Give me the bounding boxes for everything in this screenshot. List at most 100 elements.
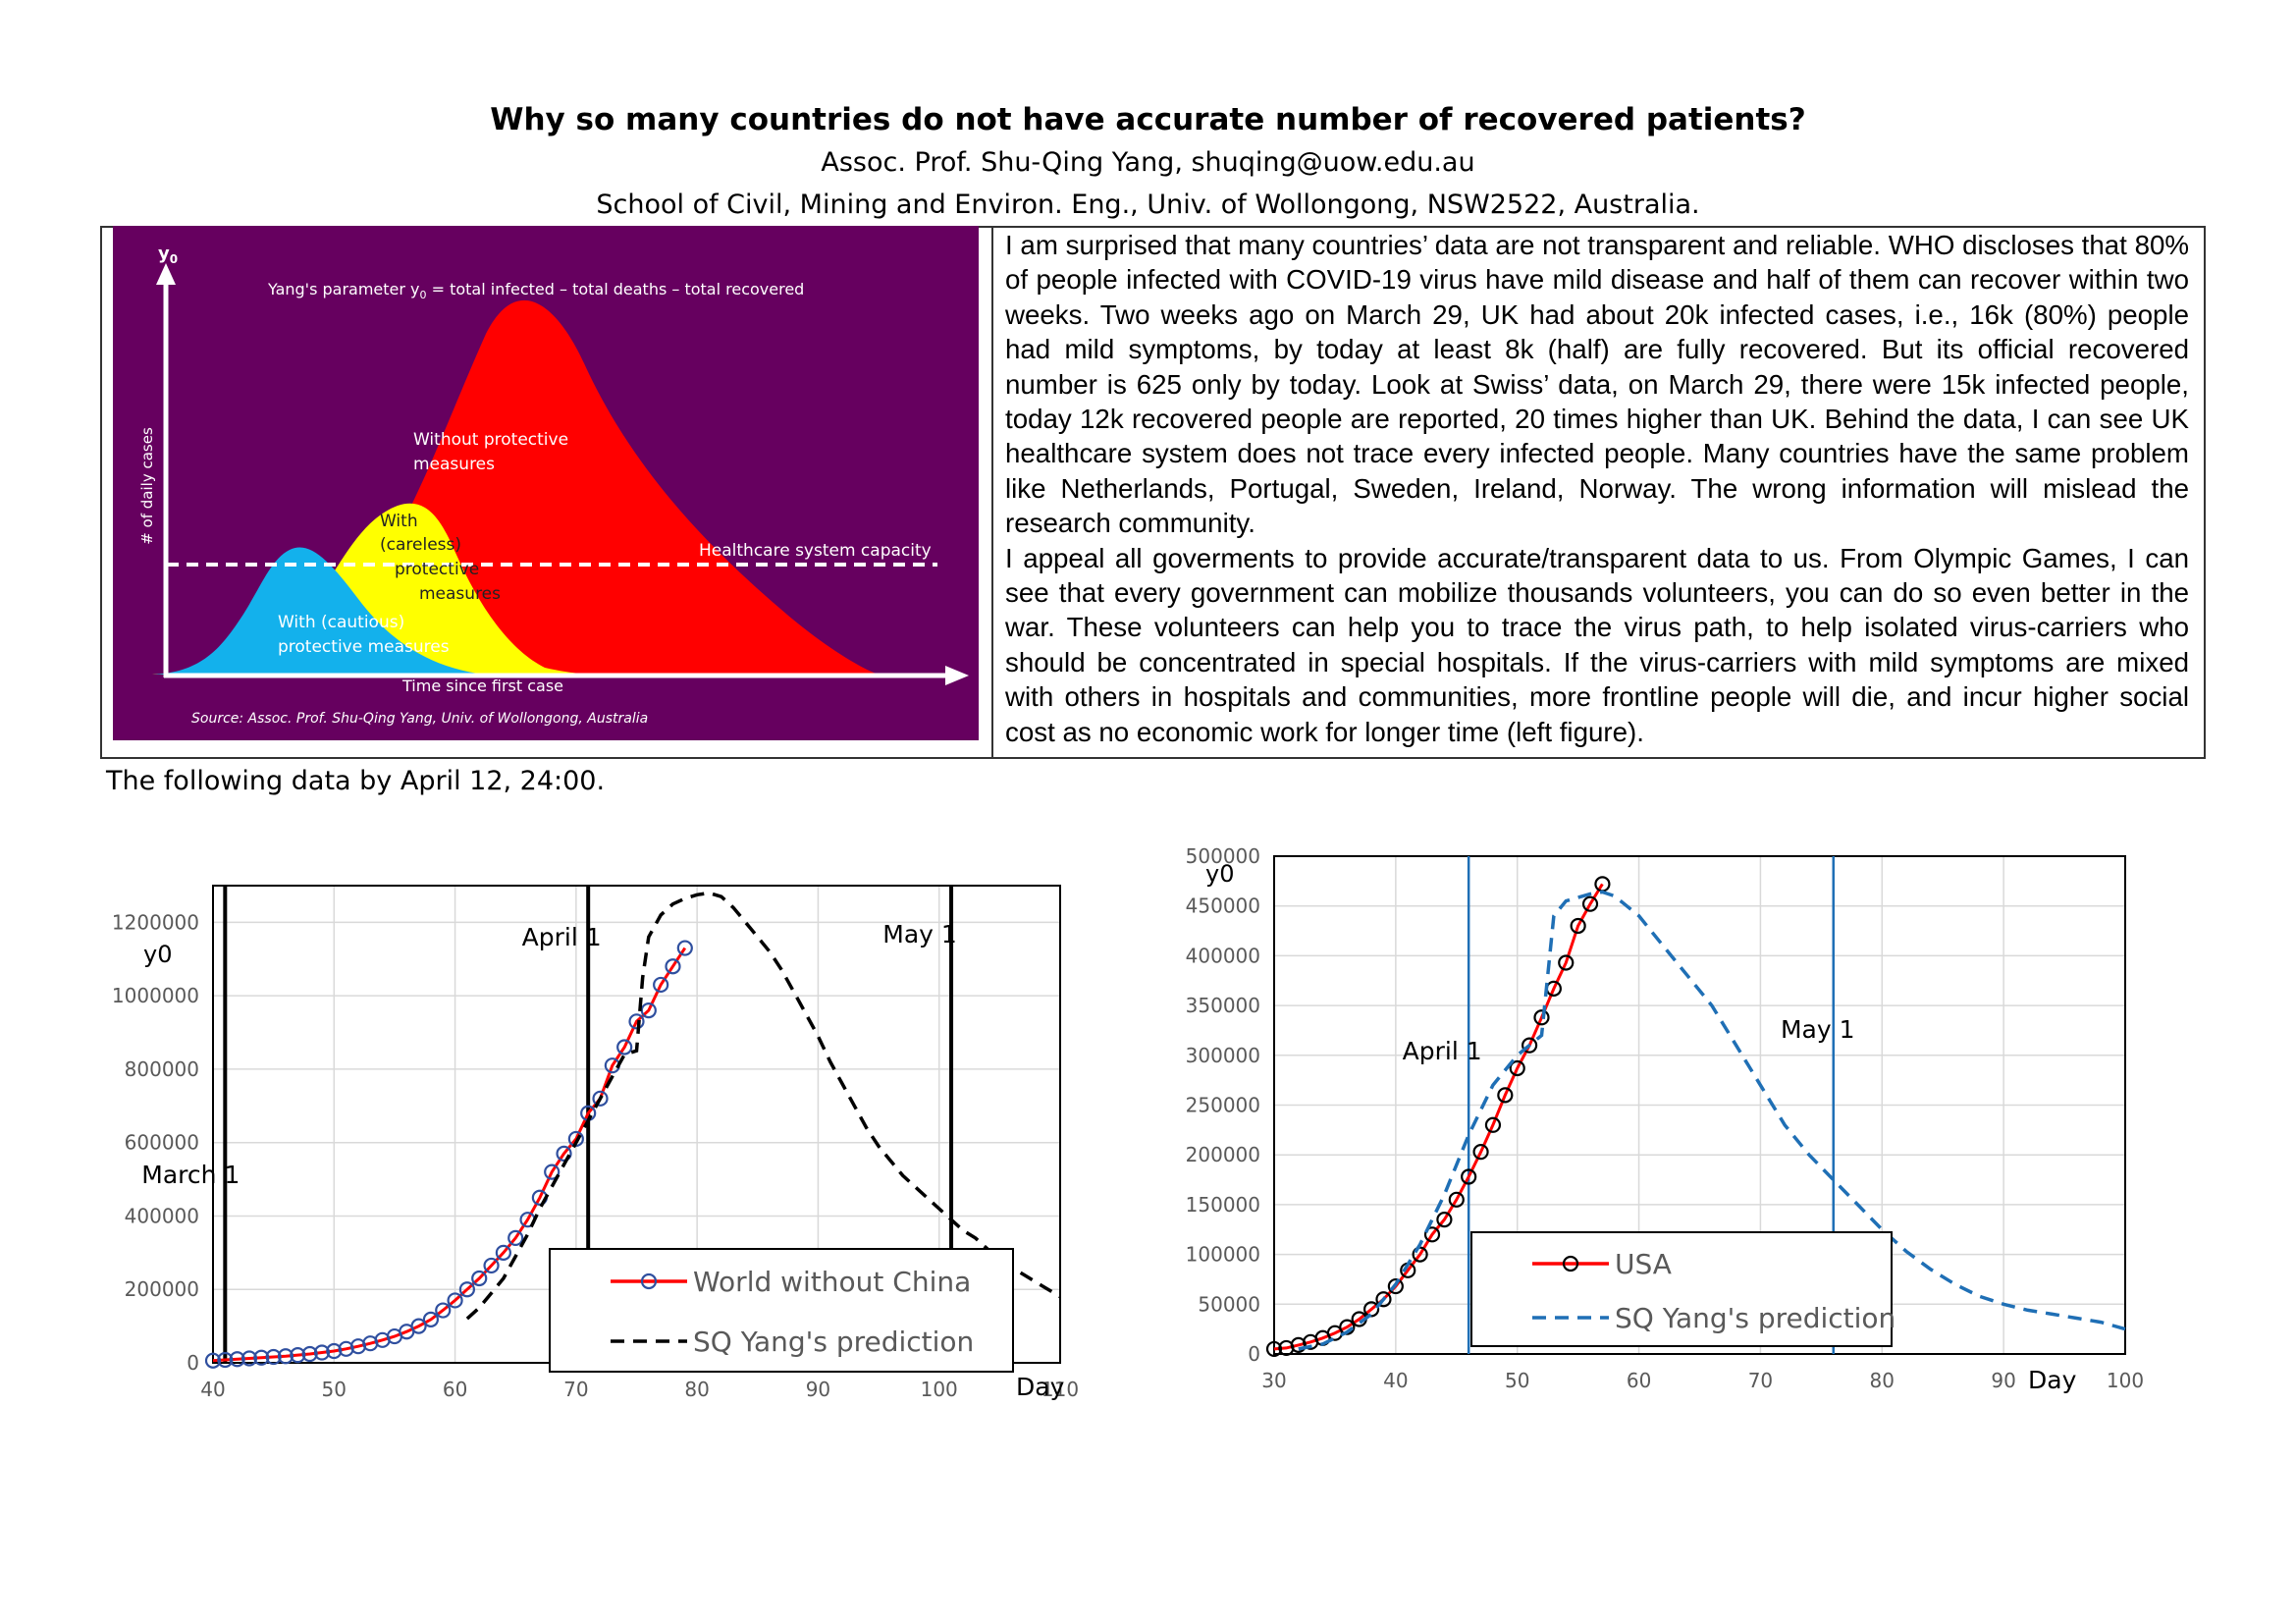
- x-tick-label: 110: [1041, 1378, 1079, 1401]
- data-point: [544, 1164, 561, 1180]
- legend-box: [549, 1248, 1014, 1373]
- y-axis-label: y0: [143, 941, 172, 968]
- body-paragraph-1: I am surprised that many countries’ data…: [1005, 230, 2189, 539]
- data-point: [240, 1350, 258, 1367]
- careless-measures-area: [152, 503, 604, 675]
- page-title: Why so many countries do not have accura…: [490, 102, 1806, 137]
- y-axis-arrow-icon: [156, 263, 176, 285]
- y-tick-label: 0: [1248, 1342, 1260, 1366]
- body-paragraph-2: I appeal all goverments to provide accur…: [1005, 542, 2189, 747]
- data-point: [458, 1281, 475, 1298]
- legend-label: USA: [1615, 1248, 1672, 1280]
- date-line-label: May 1: [882, 920, 957, 948]
- x-tick-label: 70: [1748, 1369, 1773, 1392]
- data-point: [326, 1342, 343, 1360]
- legend-label: SQ Yang's prediction: [693, 1326, 974, 1358]
- data-point: [1265, 1340, 1283, 1358]
- data-point: [592, 1090, 609, 1107]
- y-tick-label: 400000: [1186, 944, 1260, 967]
- without-label-2: measures: [413, 455, 495, 474]
- world-chart: 40 50 60 70 80 90 100 110 0 200000 400000 600000 800…: [112, 885, 1079, 1401]
- plot-frame: [1273, 855, 2126, 1355]
- data-point: [229, 1351, 245, 1368]
- data-point: [616, 1039, 633, 1056]
- x-tick-label: 60: [443, 1378, 467, 1401]
- y-tick-label: 200000: [125, 1277, 199, 1301]
- y-axis-label: y0: [1205, 860, 1234, 888]
- body-text: I am surprised that many countries’ data…: [1005, 228, 2189, 749]
- careless-label-1: With: [380, 512, 418, 531]
- data-point: [1448, 1191, 1465, 1208]
- x-tick-label: 80: [684, 1378, 709, 1401]
- y-tick-label: 0: [187, 1351, 199, 1375]
- data-point: [217, 1351, 234, 1369]
- usa-chart: 30 40 50 60 70 80 90 100 0 50000 100000 150000 20000…: [1186, 844, 2144, 1394]
- data-point: [1522, 1037, 1538, 1054]
- data-point: [665, 958, 681, 975]
- data-point: [410, 1318, 427, 1334]
- y-tick-label: 450000: [1186, 894, 1260, 918]
- without-label-1: Without protective: [413, 430, 568, 450]
- date-line-label: April 1: [1403, 1037, 1482, 1065]
- legend-label: World without China: [693, 1266, 971, 1298]
- data-point: [422, 1311, 440, 1327]
- data-point: [301, 1345, 318, 1363]
- data-point: [204, 1352, 222, 1369]
- data-point: [628, 1013, 645, 1030]
- x-tick-label: 30: [1261, 1369, 1286, 1392]
- careless-label-2: (careless): [380, 535, 461, 555]
- y-tick-label: 350000: [1186, 994, 1260, 1017]
- y-tick-label: 100000: [1186, 1243, 1260, 1267]
- data-point: [495, 1244, 511, 1261]
- prediction-line: [465, 891, 1061, 1321]
- without-measures-area: [152, 299, 879, 675]
- x-tick-label: 40: [200, 1378, 225, 1401]
- legend-box: [1470, 1231, 1893, 1347]
- y-tick-label: 300000: [1186, 1044, 1260, 1067]
- content-divider: [991, 226, 993, 759]
- y-tick-label: 800000: [125, 1057, 199, 1081]
- prediction-line: [1298, 890, 2126, 1351]
- date-line-label: May 1: [1781, 1015, 1855, 1044]
- data-point: [556, 1145, 572, 1163]
- x-tick-label: 50: [1505, 1369, 1529, 1392]
- data-point: [1581, 895, 1599, 912]
- author-line: Assoc. Prof. Shu-Qing Yang, shuqing@uow.…: [821, 147, 1475, 178]
- data-point: [483, 1257, 500, 1274]
- y-tick-label: 200000: [1186, 1143, 1260, 1166]
- legend-marker: [1562, 1255, 1579, 1272]
- x-tick-label: 60: [1627, 1369, 1651, 1392]
- data-point: [1375, 1291, 1392, 1308]
- x-tick-label: 100: [921, 1378, 958, 1401]
- cautious-label-1: With (cautious): [278, 613, 404, 632]
- cautious-measures-area: [152, 547, 486, 675]
- data-point: [447, 1292, 463, 1309]
- data-point: [1509, 1059, 1525, 1077]
- data-point: [1436, 1212, 1453, 1228]
- x-tick-label: 100: [2107, 1369, 2144, 1392]
- epidemic-infographic: y0 Yang's parameter y0 = total infected …: [113, 226, 979, 740]
- infographic-y-label: # of daily cases: [138, 427, 156, 545]
- x-tick-label: 80: [1870, 1369, 1895, 1392]
- infographic-y-symbol: y0: [158, 244, 178, 266]
- data-point: [640, 1002, 657, 1019]
- data-point: [313, 1344, 331, 1361]
- x-axis-label: Day: [1016, 1373, 1065, 1401]
- date-line-label: April 1: [522, 923, 602, 951]
- x-tick-label: 50: [322, 1378, 347, 1401]
- data-point: [1423, 1226, 1441, 1243]
- data-point: [277, 1348, 294, 1365]
- data-point: [1594, 876, 1611, 893]
- y-tick-label: 150000: [1186, 1193, 1260, 1217]
- data-point: [1461, 1168, 1477, 1185]
- data-point: [676, 940, 693, 956]
- data-point: [253, 1349, 270, 1366]
- y-tick-label: 250000: [1186, 1094, 1260, 1117]
- data-point: [1472, 1144, 1489, 1161]
- x-axis-label: Day: [2028, 1366, 2077, 1394]
- data-point: [471, 1270, 488, 1287]
- y-tick-label: 400000: [125, 1204, 199, 1227]
- data-point: [265, 1348, 282, 1366]
- x-tick-label: 70: [563, 1378, 588, 1401]
- data-point: [1570, 917, 1586, 935]
